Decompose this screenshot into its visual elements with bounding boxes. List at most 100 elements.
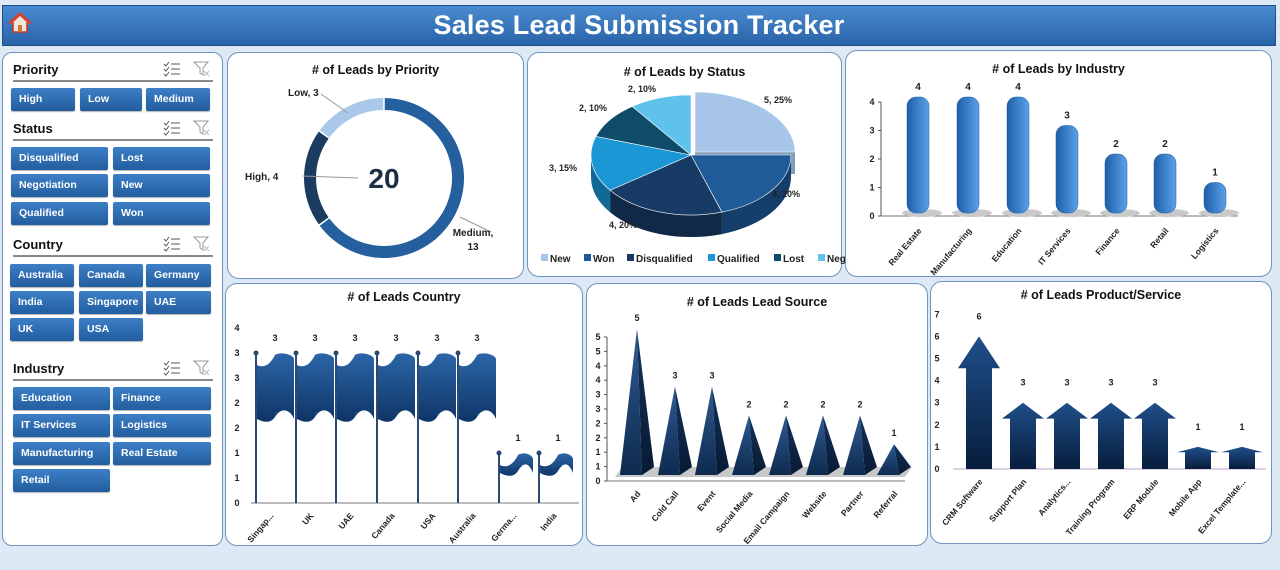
pyramid-referral: [877, 444, 899, 475]
multi-select-icon[interactable]: [163, 120, 181, 136]
country-option-uk[interactable]: UK: [10, 318, 74, 341]
status-option-disqualified[interactable]: Disqualified: [11, 147, 108, 170]
industry-chart-card: # of Leads by Industry 0 1 2 3 4 4 4 4 3 2 2 1 Real E…: [845, 50, 1272, 277]
priority-option-low[interactable]: Low: [80, 88, 142, 111]
multi-select-icon[interactable]: [163, 236, 181, 252]
industry-option-manufacturing[interactable]: Manufacturing: [13, 442, 110, 465]
pie-side-disqualified: [610, 190, 722, 237]
data-label-qualified: 3, 15%: [549, 163, 577, 173]
flag-pole-knob: [333, 350, 339, 356]
data-label: 3: [1064, 111, 1070, 122]
slicer-panel: Priority High Low Medium Status Disqualifie…: [2, 52, 223, 546]
data-label: 3: [352, 333, 357, 343]
data-label: 3: [474, 333, 479, 343]
flag-pole-knob: [455, 350, 461, 356]
multi-select-icon[interactable]: [163, 360, 181, 376]
industry-option-education[interactable]: Education: [13, 387, 110, 410]
data-label: 2: [1113, 139, 1119, 150]
x-tick-label: UAE: [336, 511, 355, 531]
chart-floor: [615, 467, 912, 477]
x-tick-label: Analytics...: [1036, 477, 1073, 518]
pie-slice-won: [690, 154, 792, 213]
pyramid-cold-call: [658, 386, 680, 475]
flag-bar-4: [419, 353, 456, 422]
country-option-germany[interactable]: Germany: [146, 264, 211, 287]
x-tick-label: Real Estate: [886, 226, 923, 268]
arrow-bar-erp-module: [1134, 402, 1176, 469]
arrow-bar-support-plan: [1002, 402, 1044, 469]
x-tick-label: Manufacturing: [928, 226, 973, 277]
legend-swatch-negotiation: [818, 254, 825, 261]
y-tick-label: 2: [869, 154, 874, 164]
chart-svg: 20 Medium, 13 High, 4 Low, 3: [245, 88, 493, 258]
country-option-canada[interactable]: Canada: [79, 264, 143, 287]
data-label: 2: [820, 399, 825, 409]
chart-svg: 5, 25% 4, 20% 4, 20% 3, 15% 2, 10% 2, 10% New W…: [541, 84, 882, 265]
pyramid-social-media: [732, 415, 754, 475]
country-option-india[interactable]: India: [10, 291, 74, 314]
data-label: 3: [1152, 378, 1157, 388]
industry-option-logistics[interactable]: Logistics: [113, 414, 211, 437]
country-option-usa[interactable]: USA: [79, 318, 143, 341]
data-label: 3: [1020, 378, 1025, 388]
clear-filter-icon[interactable]: [192, 360, 211, 376]
industry-option-retail[interactable]: Retail: [13, 469, 110, 492]
x-tick-label: Canada: [369, 511, 397, 541]
status-option-won[interactable]: Won: [113, 202, 210, 225]
pie-slice-negotiation: [631, 94, 692, 156]
y-tick-label: 5: [595, 332, 600, 342]
chart-title: # of Leads by Industry: [992, 62, 1125, 76]
y-tick-label: 0: [869, 211, 874, 221]
x-tick-label: Website: [800, 489, 829, 520]
y-tick-label: 4: [595, 361, 600, 371]
chart-svg: 0 1 1 2 2 3 3 4 4 5 5 5 3 3 2 2 2 2 1 Ad Cold Call EventSocia…: [595, 313, 912, 546]
country-option-australia[interactable]: Australia: [10, 264, 74, 287]
x-tick-label: Training Program: [1064, 477, 1117, 538]
leader-line: [459, 216, 492, 233]
x-tick-label: Referral: [871, 489, 899, 520]
status-option-qualified[interactable]: Qualified: [11, 202, 108, 225]
data-label: 4: [1015, 82, 1021, 93]
bar-real-estate: [906, 96, 930, 214]
clear-filter-icon[interactable]: [192, 120, 211, 136]
chart-title: # of Leads Product/Service: [1020, 288, 1182, 302]
x-tick-label: Support Plan: [987, 477, 1029, 524]
bar-logistics: [1203, 182, 1227, 214]
y-tick-label: 0: [934, 464, 939, 474]
status-option-new[interactable]: New: [113, 174, 210, 197]
industry-option-it-services[interactable]: IT Services: [13, 414, 110, 437]
donut-slice-high: [304, 131, 329, 225]
pyramid-website: [806, 415, 828, 475]
legend-label-lost: Lost: [783, 254, 805, 265]
industry-option-finance[interactable]: Finance: [113, 387, 211, 410]
product-chart-card: # of Leads Product/Service 0 1 2 3 4 5 6 7 6 3 3 3 3 1…: [930, 281, 1272, 544]
flag-bar-5: [459, 353, 496, 422]
arrow-bar-analytics-: [1046, 402, 1088, 469]
dashboard-header: Sales Lead Submission Tracker: [2, 5, 1276, 46]
data-label-disqualified: 4, 20%: [609, 220, 637, 230]
x-tick-label: Retail: [1148, 226, 1171, 250]
status-option-negotiation[interactable]: Negotiation: [11, 174, 108, 197]
multi-select-icon[interactable]: [163, 61, 181, 77]
x-tick-label: Education: [989, 226, 1023, 264]
priority-option-high[interactable]: High: [11, 88, 75, 111]
data-label: 1: [555, 433, 560, 443]
country-option-uae[interactable]: UAE: [146, 291, 211, 314]
y-tick-label: 1: [934, 442, 939, 452]
x-tick-label: IT Services: [1036, 226, 1073, 267]
industry-option-real-estate[interactable]: Real Estate: [113, 442, 211, 465]
arrow-bar-excel-template-: [1221, 446, 1263, 469]
clear-filter-icon[interactable]: [192, 61, 211, 77]
priority-option-medium[interactable]: Medium: [146, 88, 210, 111]
legend-swatch-won: [584, 254, 591, 261]
country-option-singapore[interactable]: Singapore: [79, 291, 143, 314]
y-tick-label: 1: [595, 447, 600, 457]
x-tick-label: USA: [418, 511, 437, 531]
x-tick-label: Singap...: [245, 511, 275, 545]
home-icon[interactable]: [9, 12, 31, 34]
status-option-lost[interactable]: Lost: [113, 147, 210, 170]
flag-pole-knob: [253, 350, 259, 356]
pyramid-side: [860, 415, 877, 475]
clear-filter-icon[interactable]: [192, 236, 211, 252]
arrow-bar-mobile-app: [1177, 446, 1219, 469]
